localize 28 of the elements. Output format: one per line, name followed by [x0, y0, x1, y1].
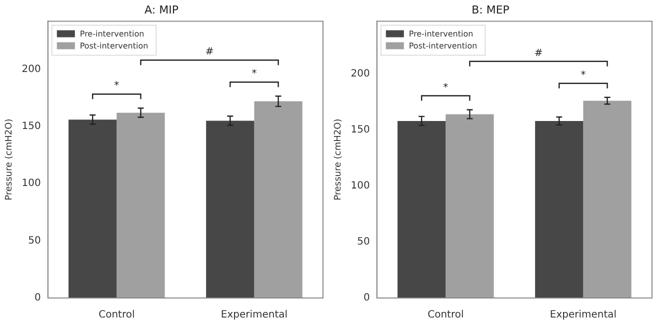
chart-title: B: MEP: [472, 3, 510, 16]
x-tick-label: Control: [428, 310, 464, 321]
legend-label: Post-intervention: [80, 41, 148, 50]
annotation: #: [205, 46, 214, 58]
y-axis-title: Pressure (cmH2O): [4, 118, 15, 200]
y-axis-title: Pressure (cmH2O): [334, 118, 344, 200]
legend-label: Post-intervention: [408, 41, 478, 50]
y-tick-label: 200: [350, 68, 370, 80]
y-tick-label: 100: [22, 178, 41, 190]
y-tick-label: 100: [350, 180, 370, 192]
x-tick-label: Experimental: [550, 310, 617, 321]
legend-label: Pre-intervention: [408, 29, 474, 38]
annotation: *: [252, 68, 257, 80]
y-tick-label: 50: [28, 235, 41, 246]
y-tick-label: 50: [357, 236, 370, 248]
annotation: *: [114, 80, 120, 92]
annotation: *: [580, 70, 586, 81]
legend-label: Pre-intervention: [80, 29, 144, 38]
y-tick-label: 0: [34, 292, 41, 304]
y-tick-label: 150: [22, 121, 41, 132]
chart-title: A: MIP: [144, 3, 179, 16]
annotation: #: [534, 48, 543, 59]
y-tick-label: 0: [364, 292, 370, 304]
x-tick-label: Control: [98, 310, 135, 321]
y-tick-label: 150: [350, 124, 370, 136]
annotation: *: [443, 82, 448, 94]
y-tick-label: 200: [22, 64, 41, 75]
x-tick-label: Experimental: [220, 310, 288, 321]
